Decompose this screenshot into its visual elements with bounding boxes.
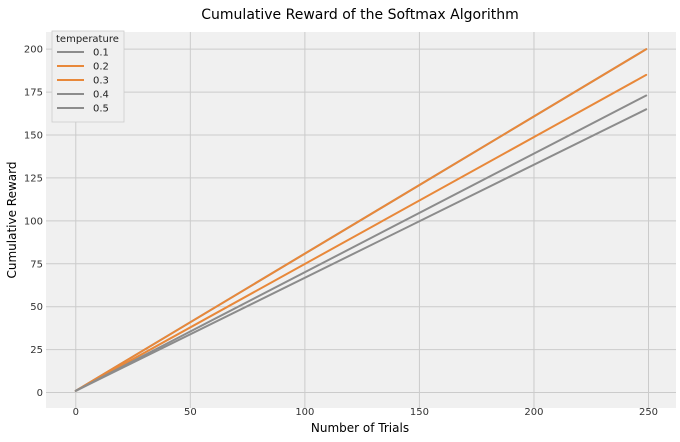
legend-label: 0.1 xyxy=(93,48,109,59)
x-axis-label: Number of Trials xyxy=(311,421,409,435)
series-layer xyxy=(74,48,648,392)
series-line-0-5 xyxy=(74,108,648,392)
legend-items: 0.1 0.2 0.3 0.4 0.5 xyxy=(57,48,109,115)
legend-box xyxy=(51,30,125,123)
legend-label: 0.3 xyxy=(93,76,109,87)
series-line-0-3 xyxy=(74,73,648,392)
y-tick-label: 125 xyxy=(24,173,43,184)
legend: temperature 0.1 0.2 0.3 0.4 0.5 xyxy=(51,30,125,123)
y-tick-label: 175 xyxy=(24,88,43,99)
x-tick-label: 150 xyxy=(410,407,429,418)
y-tick-label: 75 xyxy=(30,259,43,270)
y-tick-label: 200 xyxy=(24,45,43,56)
legend-label: 0.2 xyxy=(93,62,109,73)
y-tick-label: 100 xyxy=(24,216,43,227)
legend-label: 0.5 xyxy=(93,104,109,115)
chart-title: Cumulative Reward of the Softmax Algorit… xyxy=(201,7,518,23)
series-line-0-4 xyxy=(74,94,648,392)
y-tick-label: 50 xyxy=(30,302,43,313)
x-tick-label: 250 xyxy=(639,407,658,418)
x-tick-label: 100 xyxy=(295,407,314,418)
y-tick-label: 0 xyxy=(37,388,43,399)
legend-label: 0.4 xyxy=(93,90,109,101)
x-tick-label: 200 xyxy=(524,407,543,418)
y-axis-label: Cumulative Reward xyxy=(5,162,19,279)
y-tick-label: 25 xyxy=(30,345,43,356)
series-line-0-2 xyxy=(74,48,648,392)
y-tick-label: 150 xyxy=(24,131,43,142)
x-tick-label: 50 xyxy=(184,407,197,418)
legend-title: temperature xyxy=(56,34,119,45)
x-tick-label: 0 xyxy=(73,407,79,418)
tick-labels: 0 50 100 150 200 250 0 25 50 75 100 125 150 175 200 xyxy=(24,45,658,418)
